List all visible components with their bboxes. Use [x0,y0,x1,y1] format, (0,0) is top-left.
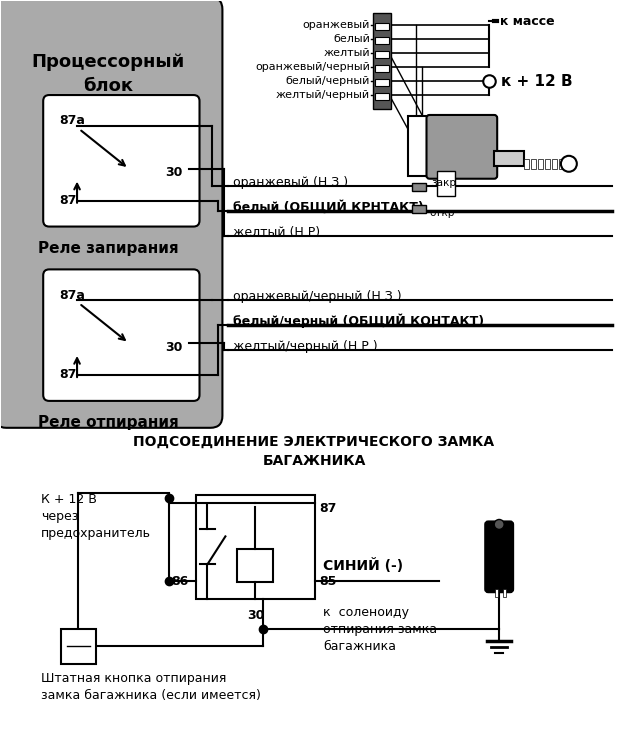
FancyBboxPatch shape [485,521,513,592]
Text: оранжевый/черный (Н.З.): оранжевый/черный (Н.З.) [234,291,402,303]
Text: желтый/черный: желтый/черный [276,90,370,100]
FancyBboxPatch shape [426,115,497,179]
Bar [411,183,426,191]
Bar [524,159,529,169]
Text: 87а: 87а [59,115,85,127]
FancyBboxPatch shape [43,270,200,401]
Text: белый (ОБЩИЙ КРНТАКТ): белый (ОБЩИЙ КРНТАКТ) [234,200,424,213]
Text: 30: 30 [166,341,183,354]
Circle shape [494,520,504,530]
Text: СИНИЙ (-): СИНИЙ (-) [323,558,403,573]
Text: желтый/черный (Н.Р.): желтый/черный (Н.Р.) [234,340,378,353]
Bar [559,159,564,169]
Circle shape [561,156,577,172]
Text: 85: 85 [319,574,337,588]
Bar [375,37,389,44]
Bar [373,13,391,109]
Text: белый/черный (ОБЩИЙ КОНТАКТ): белый/черный (ОБЩИЙ КОНТАКТ) [234,314,484,328]
Bar [494,151,524,166]
Text: 86: 86 [171,574,189,588]
Text: Процессорный
блок: Процессорный блок [32,53,185,95]
Bar [195,494,315,599]
Bar [411,204,426,213]
Text: 30: 30 [166,166,183,179]
Text: желтый (Н.Р): желтый (Н.Р) [234,225,320,238]
Bar [552,159,557,169]
Text: белый/черный: белый/черный [285,76,370,86]
Text: оранжевый/черный: оранжевый/черный [255,62,370,72]
Bar [531,159,536,169]
Bar [61,629,96,664]
Bar [375,79,389,86]
Text: оранжевый: оранжевый [302,20,370,30]
Text: 87: 87 [59,194,77,207]
Text: К + 12 В
через
предохранитель: К + 12 В через предохранитель [41,493,151,539]
FancyBboxPatch shape [0,0,222,428]
Text: 87: 87 [319,502,337,515]
Text: откр: откр [430,207,455,218]
FancyBboxPatch shape [43,95,200,226]
Bar [237,549,273,582]
Bar [438,171,455,195]
Text: Реле отпирания: Реле отпирания [38,415,179,431]
Text: ПОДСОЕДИНЕНИЕ ЭЛЕКТРИЧЕСКОГО ЗАМКА
БАГАЖНИКА: ПОДСОЕДИНЕНИЕ ЭЛЕКТРИЧЕСКОГО ЗАМКА БАГАЖ… [133,435,495,468]
Text: оранжевый (Н.З.): оранжевый (Н.З.) [234,176,349,189]
Text: желтый: желтый [323,48,370,58]
Text: Штатная кнопка отпирания
замка багажника (если имеется): Штатная кнопка отпирания замка багажника… [41,672,261,702]
Bar [375,65,389,72]
Text: 30: 30 [247,609,264,622]
Text: закр: закр [431,178,457,188]
Text: к  соленоиду
отпирания замка
багажника: к соленоиду отпирания замка багажника [323,606,437,653]
Text: к + 12 В: к + 12 В [501,73,573,88]
Bar [503,589,506,597]
Text: белый: белый [333,34,370,44]
Text: к массе: к массе [500,15,555,28]
Bar [408,116,430,176]
Bar [375,93,389,100]
Text: 87а: 87а [59,289,85,302]
Bar [538,159,543,169]
Bar [375,23,389,30]
Text: 87: 87 [59,369,77,381]
Bar [545,159,550,169]
Bar [375,51,389,58]
Bar [495,589,498,597]
Text: Реле запирания: Реле запирания [38,241,179,256]
